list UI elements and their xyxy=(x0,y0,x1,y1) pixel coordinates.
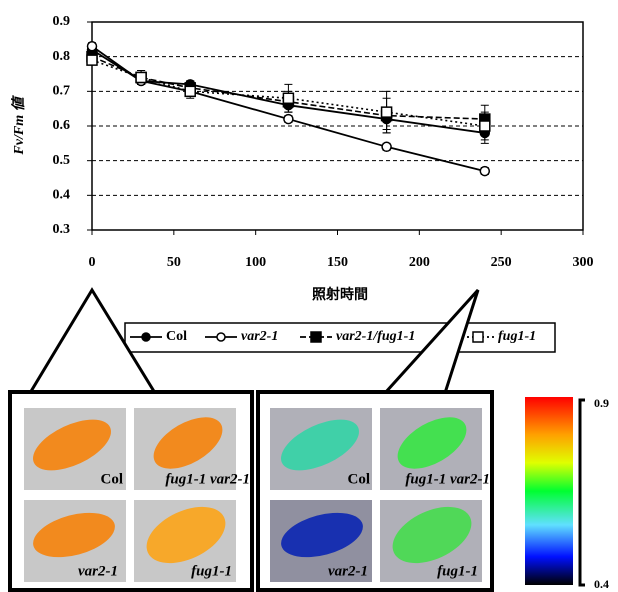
x-tick-label: 50 xyxy=(167,255,181,270)
leaf-label: Col xyxy=(348,471,371,487)
figure: 照射時間 Fv/Fm 値 Col fug1-1 var2-1 var2-1 fu… xyxy=(0,0,618,592)
page: 照射時間 Fv/Fm 値 Col fug1-1 var2-1 var2-1 fu… xyxy=(0,0,618,592)
x-tick-label: 0 xyxy=(89,255,96,270)
colorbar-bracket xyxy=(580,400,585,585)
legend-label: var2-1 xyxy=(241,329,278,344)
x-tick-label: 100 xyxy=(245,255,266,270)
x-tick-label: 150 xyxy=(327,255,348,270)
legend-label: Col xyxy=(166,329,187,344)
image-panel: Col fug1-1 var2-1 var2-1 fug1-1 xyxy=(258,392,492,590)
x-tick-label: 300 xyxy=(573,255,594,270)
legend-marker xyxy=(142,333,150,341)
marker xyxy=(283,93,293,103)
y-tick-label: 0.8 xyxy=(53,49,71,64)
y-tick-label: 0.7 xyxy=(53,84,71,99)
marker xyxy=(185,86,195,96)
x-axis-label: 照射時間 xyxy=(312,286,368,303)
marker xyxy=(136,72,146,82)
leaf-label: fug1-1 xyxy=(191,563,232,579)
y-axis-label: Fv/Fm 値 xyxy=(10,94,27,155)
x-tick-label: 200 xyxy=(409,255,430,270)
y-tick-label: 0.6 xyxy=(53,118,71,133)
leaf-label: fug1-1 var2-1 xyxy=(405,471,490,487)
leaf-label: fug1-1 xyxy=(437,563,478,579)
y-tick-label: 0.5 xyxy=(53,153,71,168)
colorbar xyxy=(525,397,573,585)
y-tick-label: 0.4 xyxy=(53,188,71,203)
marker xyxy=(382,142,391,151)
marker xyxy=(88,42,97,51)
legend-marker xyxy=(217,333,225,341)
y-tick-label: 0.9 xyxy=(53,14,71,29)
legend-marker xyxy=(473,332,483,342)
image-panel: Col fug1-1 var2-1 var2-1 fug1-1 xyxy=(10,392,252,590)
colorbar-label: 0.9 xyxy=(594,396,609,410)
marker xyxy=(480,167,489,176)
leaf-label: Col xyxy=(101,471,124,487)
marker xyxy=(382,107,392,117)
marker xyxy=(87,55,97,65)
marker xyxy=(480,121,490,131)
legend-label: fug1-1 xyxy=(498,329,536,344)
colorbar-label: 0.4 xyxy=(594,577,609,591)
marker xyxy=(284,115,293,124)
leaf-label: fug1-1 var2-1 xyxy=(165,471,250,487)
x-tick-label: 250 xyxy=(491,255,512,270)
legend-label: var2-1/fug1-1 xyxy=(336,329,415,344)
leaf-label: var2-1 xyxy=(78,563,118,579)
legend-marker xyxy=(311,332,321,342)
leaf-label: var2-1 xyxy=(328,563,368,579)
y-tick-label: 0.3 xyxy=(53,222,71,237)
